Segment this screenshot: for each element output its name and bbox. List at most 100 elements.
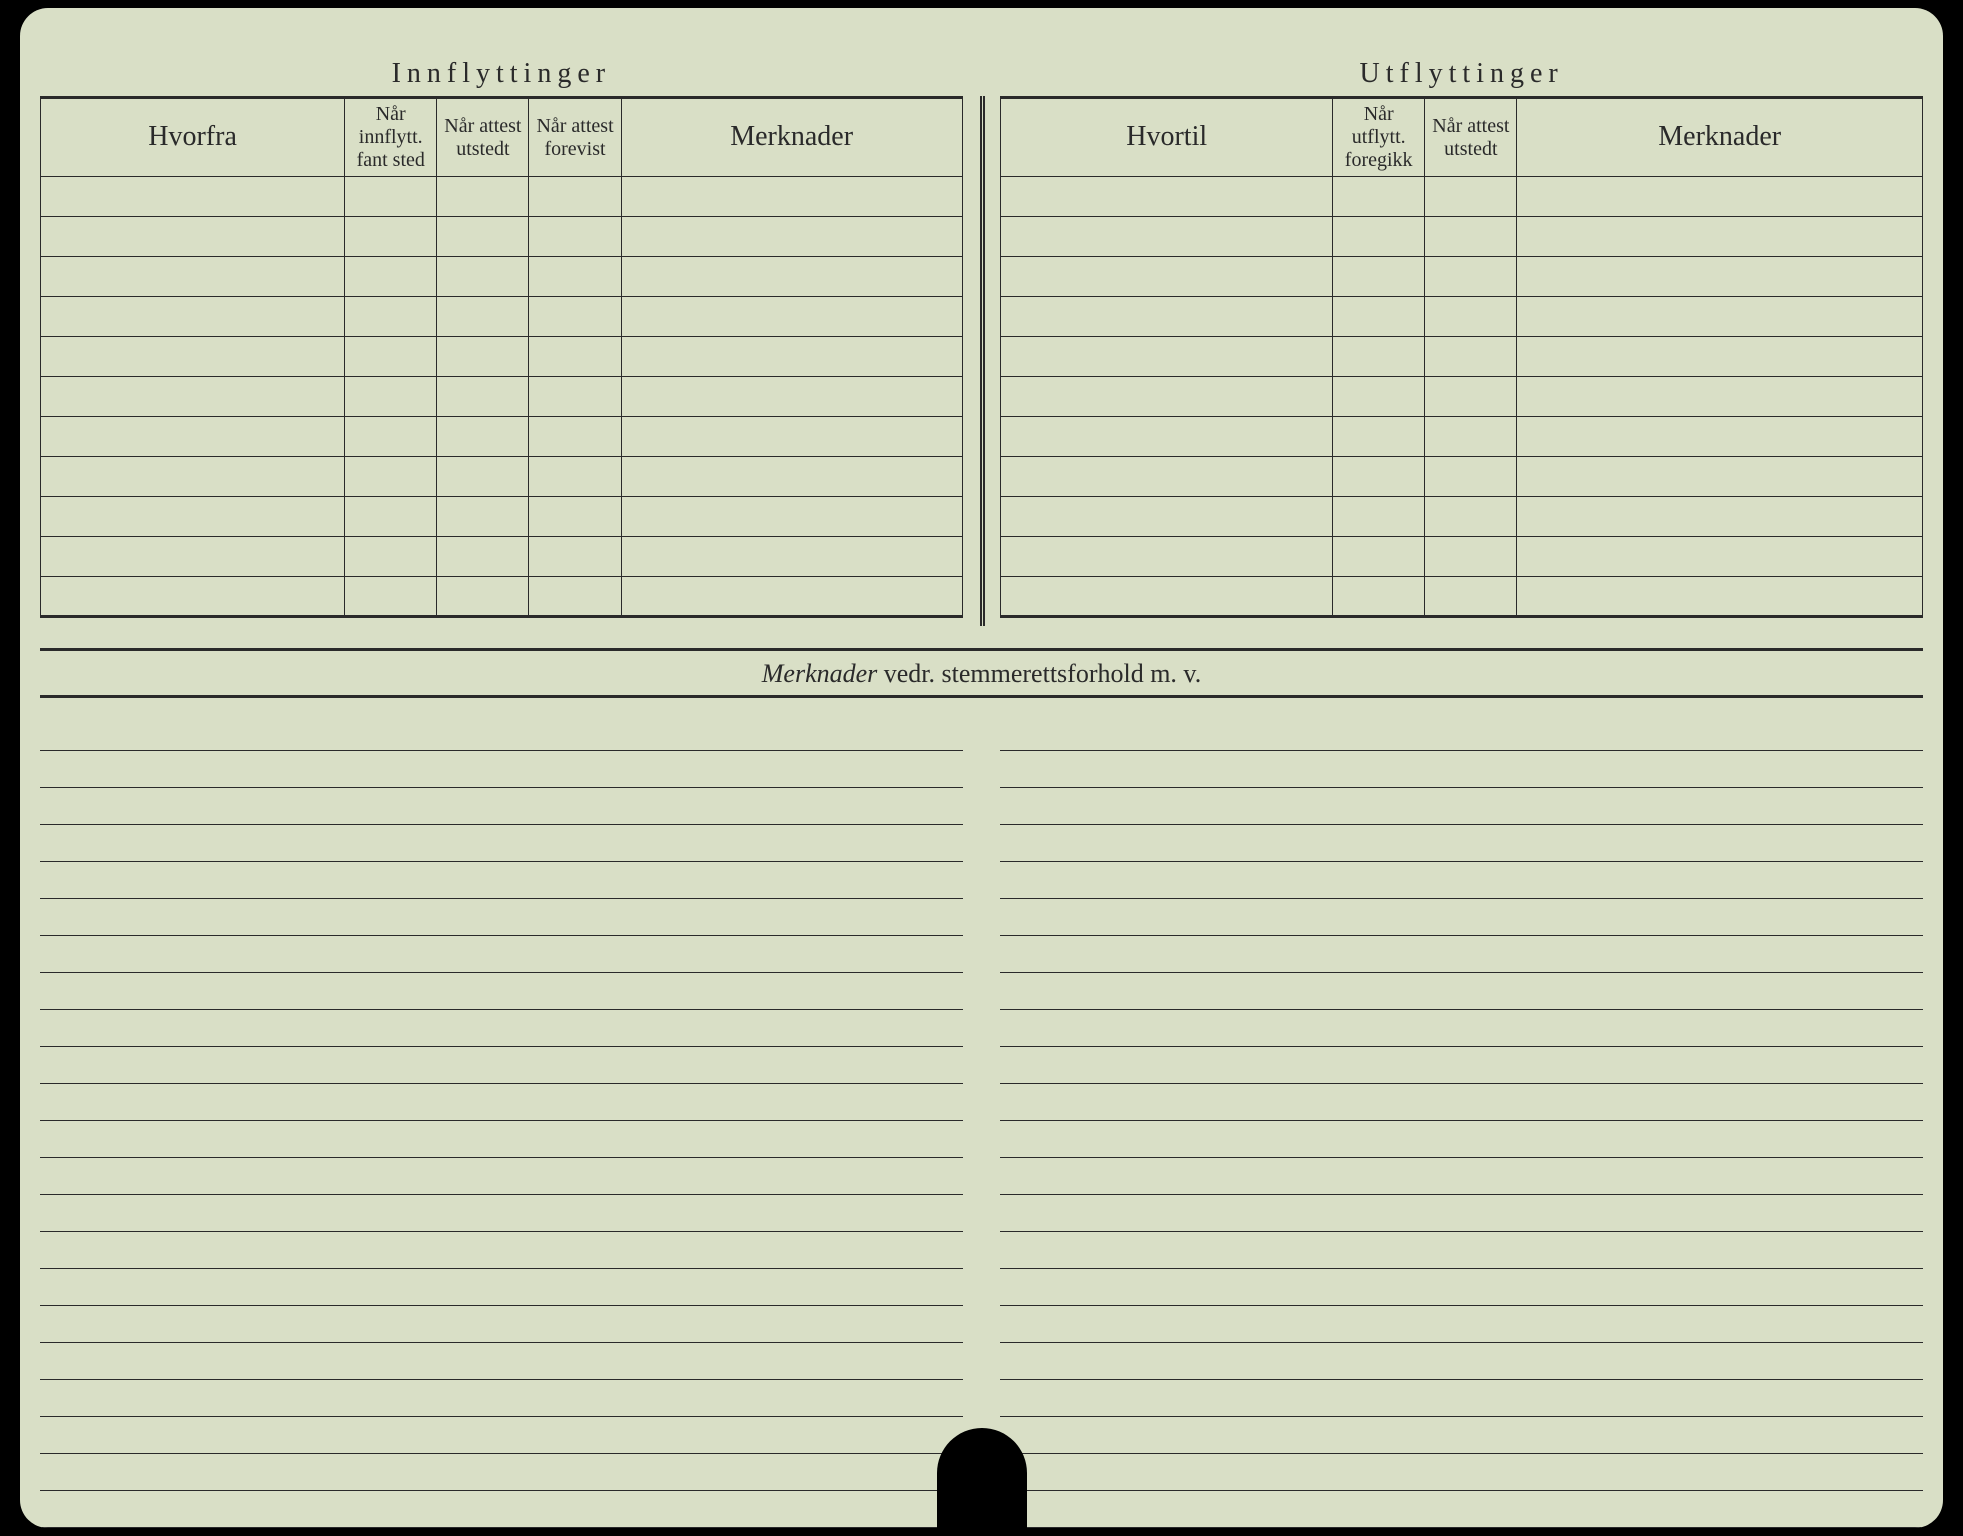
table-cell <box>621 457 962 497</box>
table-cell <box>1333 537 1425 577</box>
table-cell <box>1333 177 1425 217</box>
table-row <box>1001 577 1923 617</box>
col-naar-utflytt: Når utflytt. foregikk <box>1333 98 1425 177</box>
table-cell <box>437 337 529 377</box>
table-cell <box>1517 337 1923 377</box>
table-cell <box>437 297 529 337</box>
notes-title-rest: vedr. stemmerettsforhold m. v. <box>877 659 1201 688</box>
table-cell <box>1333 497 1425 537</box>
right-table-wrap: Hvortil Når utflytt. foregikk Når attest… <box>1000 96 1923 618</box>
note-line <box>1000 1306 1923 1343</box>
table-cell <box>621 377 962 417</box>
table-cell <box>41 577 345 617</box>
tables-row: Hvorfra Når innflytt. fant sted Når atte… <box>40 96 1923 618</box>
table-cell <box>529 377 621 417</box>
table-cell <box>1001 257 1333 297</box>
table-row <box>41 577 963 617</box>
note-line <box>40 751 963 788</box>
table-cell <box>1517 497 1923 537</box>
table-row <box>1001 377 1923 417</box>
note-line <box>40 862 963 899</box>
table-cell <box>437 537 529 577</box>
table-cell <box>41 377 345 417</box>
table-cell <box>41 417 345 457</box>
table-cell <box>1425 257 1517 297</box>
section-titles-row: Innflyttinger Utflyttinger <box>40 58 1923 90</box>
table-cell <box>345 497 437 537</box>
register-card: Innflyttinger Utflyttinger Hvorfra Når i… <box>20 8 1943 1528</box>
table-cell <box>41 497 345 537</box>
table-row <box>41 417 963 457</box>
note-line <box>40 1380 963 1417</box>
notes-column-left <box>40 714 963 1528</box>
table-header-row: Hvortil Når utflytt. foregikk Når attest… <box>1001 98 1923 177</box>
table-row <box>1001 177 1923 217</box>
table-row <box>41 337 963 377</box>
col-merknader: Merknader <box>621 98 962 177</box>
table-cell <box>1001 537 1333 577</box>
note-line <box>40 1010 963 1047</box>
note-line <box>1000 973 1923 1010</box>
table-row <box>1001 417 1923 457</box>
note-line <box>1000 1010 1923 1047</box>
col-hvorfra: Hvorfra <box>41 98 345 177</box>
table-cell <box>1517 377 1923 417</box>
table-cell <box>1333 377 1425 417</box>
note-line <box>40 714 963 751</box>
note-line <box>1000 899 1923 936</box>
col-naar-attest-utstedt: Når attest utstedt <box>437 98 529 177</box>
note-line <box>1000 936 1923 973</box>
note-line <box>40 1232 963 1269</box>
table-cell <box>1425 297 1517 337</box>
table-cell <box>1333 337 1425 377</box>
table-cell <box>1425 497 1517 537</box>
table-cell <box>345 337 437 377</box>
table-cell <box>1001 457 1333 497</box>
note-line <box>1000 1343 1923 1380</box>
table-cell <box>41 177 345 217</box>
note-line <box>1000 825 1923 862</box>
note-line <box>40 1121 963 1158</box>
table-cell <box>1425 577 1517 617</box>
note-line <box>1000 1158 1923 1195</box>
table-cell <box>529 577 621 617</box>
note-line <box>40 1269 963 1306</box>
table-cell <box>529 497 621 537</box>
table-cell <box>621 577 962 617</box>
table-cell <box>437 177 529 217</box>
note-line <box>40 825 963 862</box>
table-cell <box>529 337 621 377</box>
note-line <box>1000 714 1923 751</box>
table-cell <box>1517 577 1923 617</box>
table-cell <box>437 497 529 537</box>
table-row <box>41 497 963 537</box>
table-cell <box>621 177 962 217</box>
center-divider <box>963 96 1001 618</box>
table-cell <box>1425 337 1517 377</box>
table-cell <box>529 537 621 577</box>
table-cell <box>529 297 621 337</box>
table-cell <box>529 257 621 297</box>
table-row <box>1001 217 1923 257</box>
note-line <box>40 1343 963 1380</box>
table-cell <box>621 297 962 337</box>
col-naar-attest-forevist: Når attest forevist <box>529 98 621 177</box>
table-cell <box>1333 297 1425 337</box>
mid-rule-bottom <box>40 695 1923 698</box>
table-cell <box>1517 537 1923 577</box>
col-naar-attest-utstedt-r: Når attest utstedt <box>1425 98 1517 177</box>
table-cell <box>1001 297 1333 337</box>
table-cell <box>437 417 529 457</box>
left-table-wrap: Hvorfra Når innflytt. fant sted Når atte… <box>40 96 963 618</box>
table-cell <box>345 377 437 417</box>
table-row <box>41 257 963 297</box>
table-cell <box>1001 577 1333 617</box>
notes-gap <box>963 714 1001 1528</box>
note-line <box>1000 788 1923 825</box>
table-cell <box>529 177 621 217</box>
note-line <box>1000 1417 1923 1454</box>
utflyttinger-table: Hvortil Når utflytt. foregikk Når attest… <box>1000 96 1923 618</box>
left-section-title: Innflyttinger <box>40 58 963 90</box>
table-cell <box>437 457 529 497</box>
table-row <box>41 217 963 257</box>
